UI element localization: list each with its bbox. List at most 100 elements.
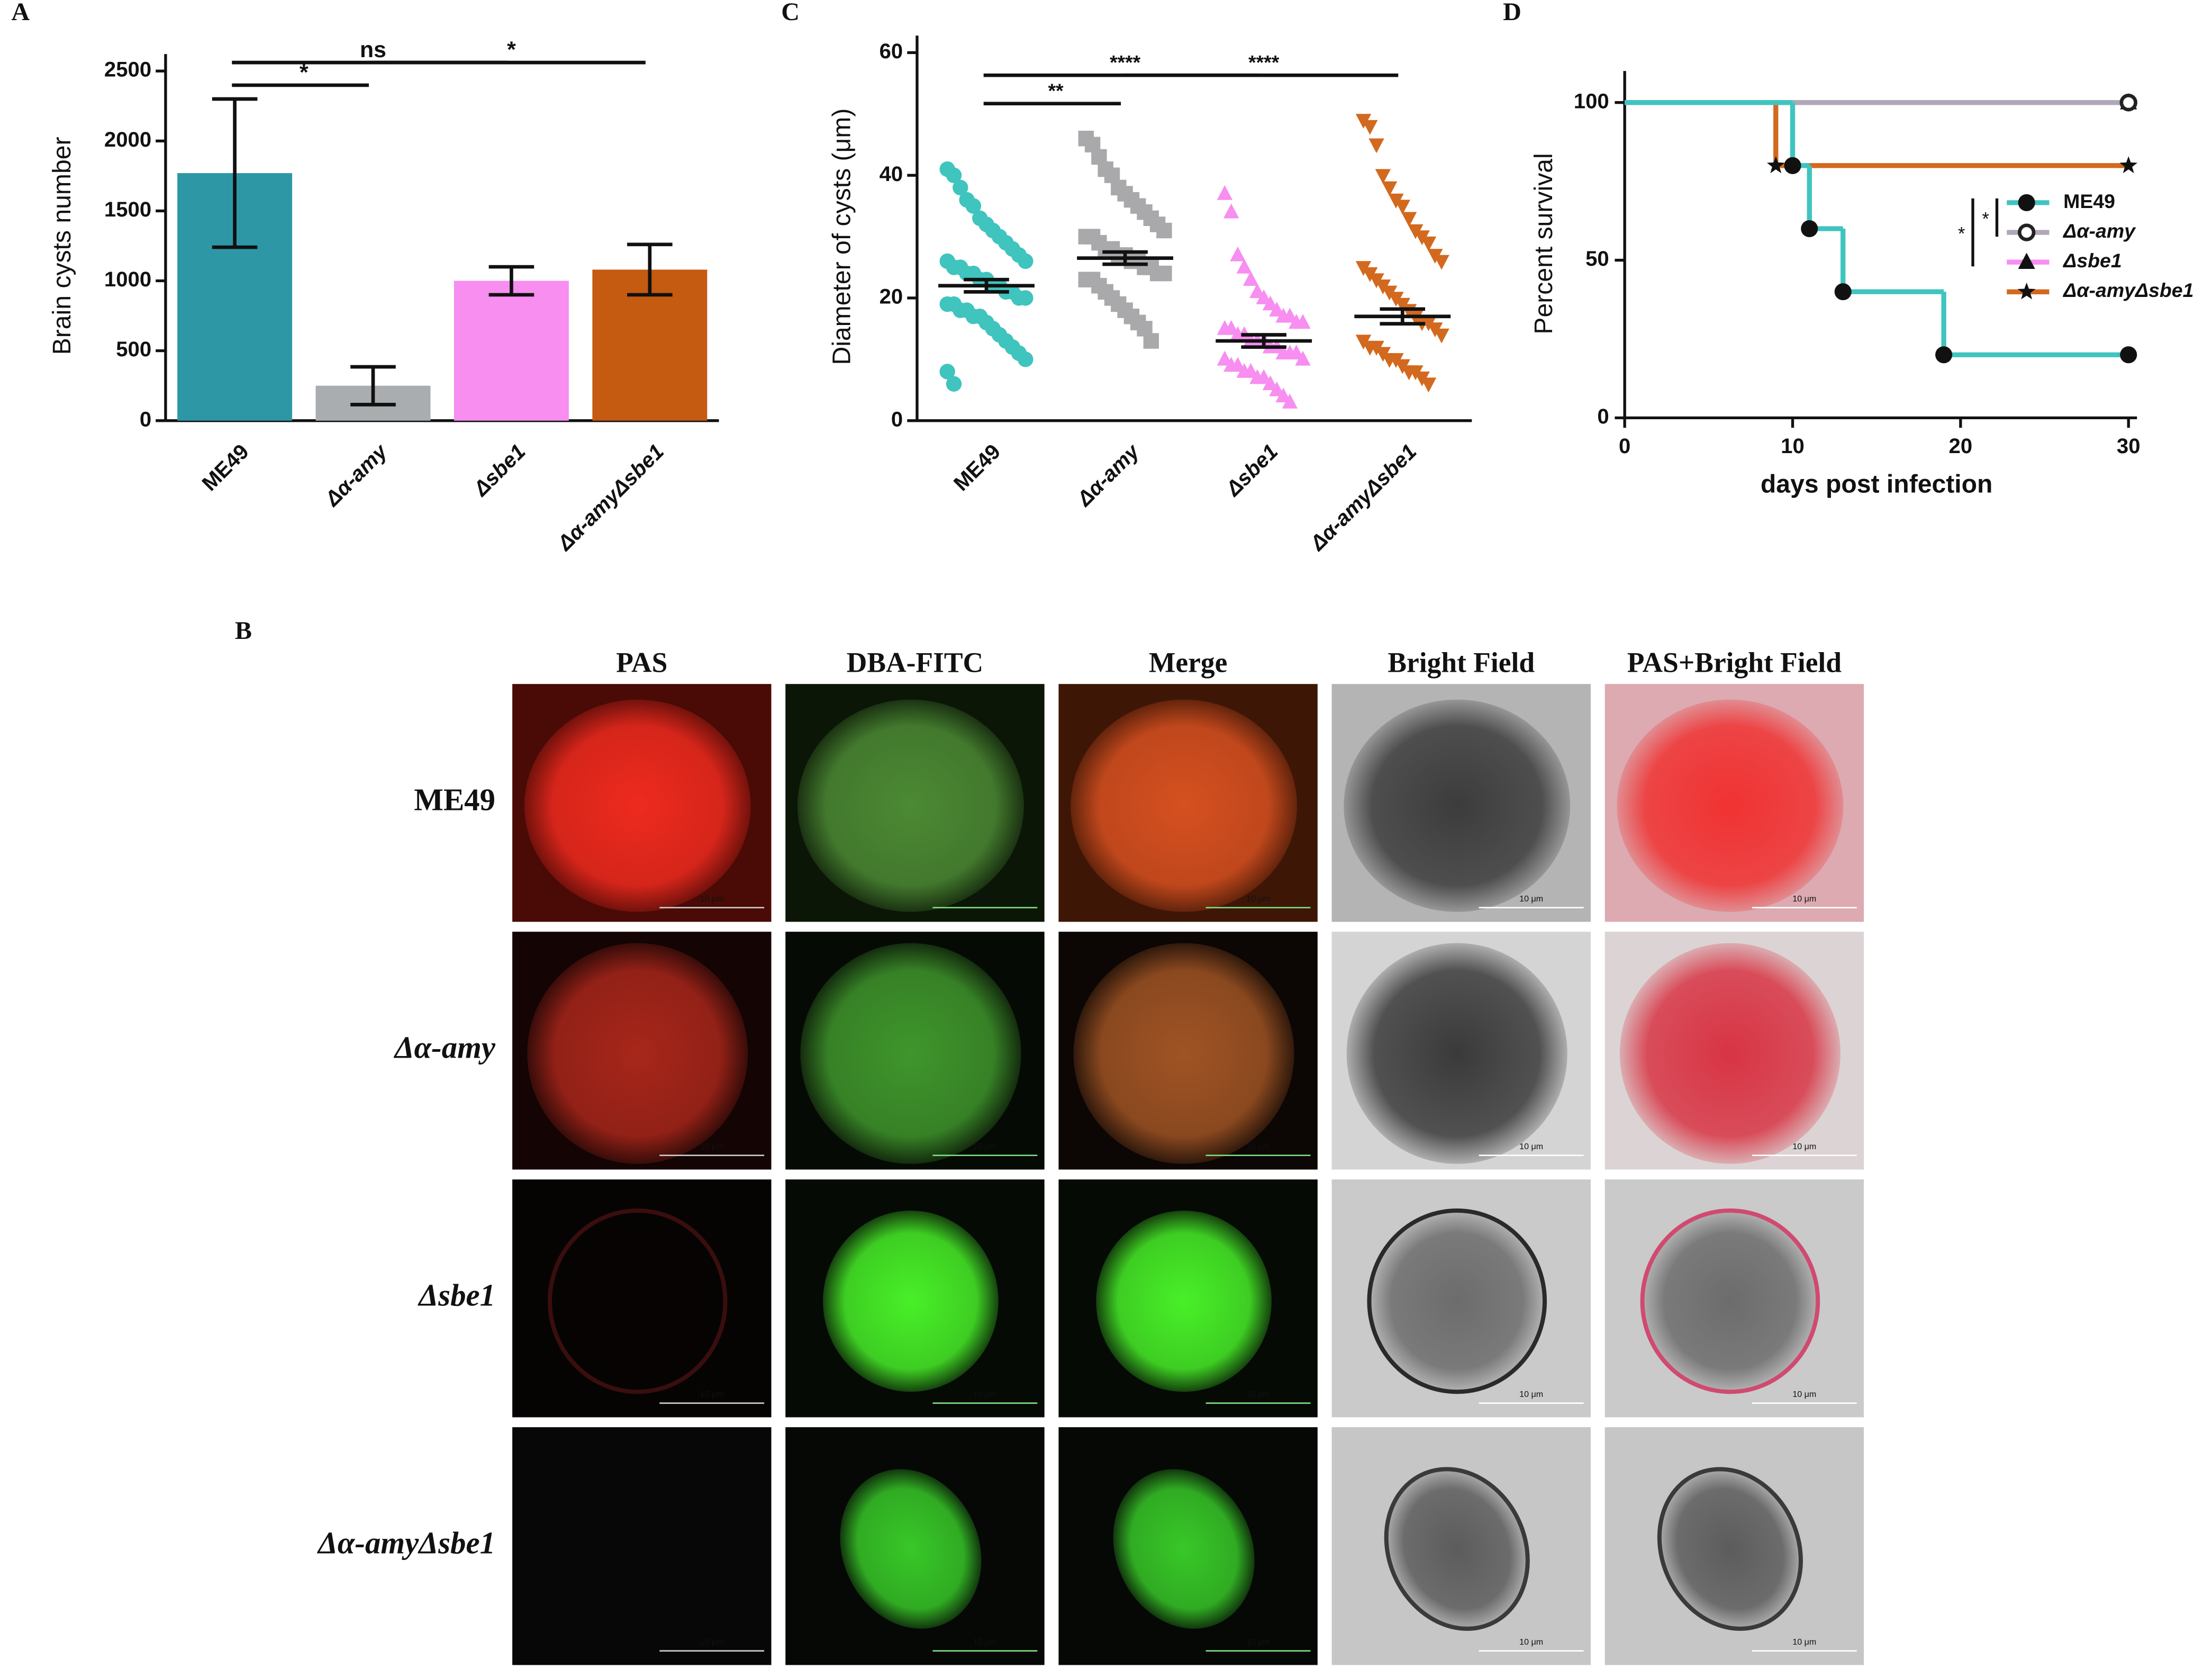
scale-bar-label: 10 μm [1519,1142,1543,1151]
marker [1018,351,1034,367]
y-tick-label: 0 [891,408,903,431]
marker [1434,328,1449,344]
significance-label: * [300,60,309,85]
cyst [1073,943,1294,1164]
marker [1230,246,1246,261]
y-tick-label: 60 [880,40,903,63]
marker [1269,381,1285,396]
row-label: Δα-amy [394,1030,496,1064]
marker [1295,350,1311,366]
significance-label: **** [1110,51,1141,74]
marker [1362,120,1378,135]
column-header: PAS+Bright Field [1627,647,1842,679]
cyst [1096,1211,1272,1392]
y-tick-label: 100 [1574,89,1609,113]
cyst [1619,943,1841,1164]
marker [1375,169,1391,184]
marker [1420,236,1437,251]
marker [1217,185,1233,200]
scale-bar-label: 10 μm [700,1142,724,1151]
marker [2119,94,2137,112]
marker [1269,301,1285,317]
marker [1217,350,1233,366]
row-label: ME49 [414,782,495,817]
scale-bar-label: 10 μm [1246,1390,1270,1399]
x-tick-label: Δsbe1 [1221,440,1282,501]
x-tick-label: 10 [1781,435,1805,458]
significance-label: ** [1048,79,1064,102]
legend-label: Δsbe1 [2062,249,2122,272]
y-tick-label: 0 [1597,405,1609,428]
panel-label: D [1503,0,1521,26]
marker [1834,283,1852,301]
marker [1018,253,1034,269]
significance-label: ns [360,37,386,62]
marker [1434,255,1449,270]
cyst [547,1208,728,1394]
marker [1784,157,1801,174]
x-tick-label: Δα-amyΔsbe1 [1305,440,1421,556]
scale-bar-label: 10 μm [700,1637,724,1647]
legend-label: ME49 [2063,190,2115,212]
scale-bar-label: 10 μm [973,1637,997,1647]
scale-bar-label: 10 μm [973,894,997,904]
marker [953,179,968,196]
legend-label: Δα-amy [2062,220,2136,242]
cyst [1346,943,1567,1164]
marker [2018,194,2035,211]
cyst [1617,699,1844,912]
y-tick-label: 1500 [104,198,151,221]
marker [1156,222,1172,239]
significance-label: * [507,37,516,62]
cyst [1344,699,1571,912]
scale-bar-label: 10 μm [1519,894,1543,904]
cyst [840,1469,982,1629]
scale-bar-label: 10 μm [1246,1142,1270,1151]
marker [1262,375,1279,390]
scale-bar-label: 10 μm [1519,1390,1543,1399]
cyst [1640,1208,1820,1394]
marker [1766,156,1785,174]
x-tick-label: 30 [2117,435,2141,458]
marker [1282,393,1298,409]
y-tick-label: 1000 [104,268,151,291]
marker [1368,138,1384,154]
scale-bar-label: 10 μm [973,1142,997,1151]
marker [1243,271,1259,286]
cyst [1657,1467,1803,1631]
x-tick-label: ME49 [198,440,253,495]
marker [2017,223,2036,241]
panel-label: C [781,0,800,26]
significance-label: **** [1248,51,1280,74]
y-tick-label: 20 [880,285,903,309]
scale-bar-label: 10 μm [1246,1637,1270,1647]
column-header: PAS [616,647,667,679]
cyst [527,943,748,1164]
marker [939,364,955,380]
column-header: Merge [1149,647,1227,679]
scale-bar-label: 10 μm [973,1390,997,1399]
marker [1223,203,1239,219]
scale-bar-label: 10 μm [700,894,724,904]
significance-label: * [1982,209,1989,229]
marker [1262,295,1279,311]
column-header: Bright Field [1388,647,1535,679]
x-tick-label: Δα-amy [1072,439,1145,512]
y-tick-label: 2000 [104,128,151,151]
marker [1420,377,1437,393]
significance-label: * [1958,224,1965,245]
scale-bar-label: 10 μm [1792,894,1816,904]
legend-label: Δα-amyΔsbe1 [2062,279,2193,301]
scale-bar-label: 10 μm [1792,1142,1816,1151]
marker [1249,283,1265,299]
x-tick-label: Δsbe1 [468,440,530,501]
x-tick-label: Δα-amy [320,439,393,512]
y-axis-label: Diameter of cysts (μm) [828,109,856,365]
cyst [797,699,1024,912]
cyst [800,943,1021,1164]
cyst [1113,1469,1255,1629]
marker [1275,387,1291,403]
marker [1223,320,1239,335]
